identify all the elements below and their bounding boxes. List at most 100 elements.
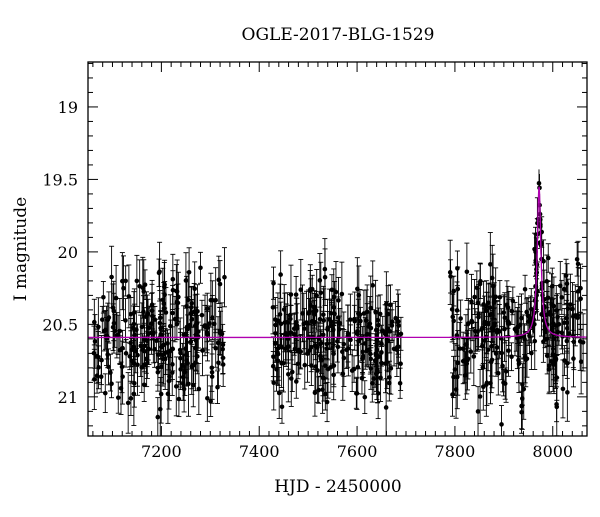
data-point — [123, 318, 128, 323]
data-point — [196, 386, 202, 392]
data-point — [99, 317, 105, 322]
data-point — [110, 305, 116, 310]
data-point — [455, 360, 461, 366]
data-point — [360, 349, 365, 355]
data-point — [489, 357, 495, 363]
data-point — [360, 353, 366, 359]
data-point — [113, 295, 119, 301]
data-point — [559, 330, 565, 335]
data-point — [184, 303, 189, 309]
data-point — [561, 286, 567, 292]
data-point — [564, 338, 570, 344]
data-point — [363, 318, 369, 323]
y-tick-label: 21 — [58, 388, 78, 407]
y-tick-label: 19 — [58, 98, 78, 117]
data-point — [278, 272, 283, 277]
data-point — [276, 390, 282, 396]
data-point — [465, 357, 470, 363]
data-point — [155, 414, 161, 420]
data-point — [117, 328, 123, 334]
data-point — [199, 312, 205, 318]
data-point — [302, 362, 308, 368]
data-point — [275, 351, 281, 357]
data-point — [564, 325, 570, 331]
data-point — [211, 321, 217, 327]
data-point — [341, 341, 347, 347]
data-point — [165, 391, 171, 397]
data-point — [389, 323, 395, 328]
data-point — [92, 319, 97, 325]
data-point — [368, 356, 374, 362]
y-axis-label: I magnitude — [11, 197, 31, 301]
data-point — [157, 406, 163, 412]
data-point — [220, 342, 226, 348]
data-point — [464, 269, 470, 275]
data-point — [480, 325, 485, 331]
data-point — [501, 380, 506, 385]
data-point — [333, 289, 339, 295]
data-point — [145, 331, 151, 337]
data-point — [102, 390, 108, 396]
x-tick-label: 7400 — [239, 442, 280, 461]
data-point — [128, 396, 134, 401]
data-point — [516, 361, 522, 367]
data-point — [166, 378, 172, 384]
data-point — [452, 367, 458, 372]
data-point — [447, 270, 453, 275]
data-point — [471, 354, 477, 359]
data-point — [457, 346, 463, 351]
data-point — [578, 285, 583, 291]
data-point — [123, 278, 128, 284]
data-point — [329, 287, 335, 293]
data-point — [289, 369, 295, 375]
data-point — [298, 287, 304, 293]
data-point — [131, 391, 137, 397]
data-point — [524, 356, 530, 361]
data-point — [371, 376, 377, 381]
data-point — [321, 312, 326, 317]
data-point — [388, 366, 394, 371]
data-point — [450, 392, 455, 397]
data-point — [176, 396, 182, 402]
data-point — [158, 344, 164, 350]
data-point — [318, 353, 323, 359]
data-point — [325, 327, 330, 332]
data-point — [454, 308, 460, 313]
y-tick-label: 19.5 — [42, 170, 78, 189]
data-point — [312, 390, 318, 396]
data-point — [344, 347, 350, 353]
data-point — [337, 320, 343, 326]
data-point — [222, 274, 227, 280]
data-point — [127, 354, 133, 359]
data-points — [91, 169, 586, 436]
data-point — [380, 328, 386, 334]
data-point — [377, 311, 383, 317]
data-point — [541, 339, 546, 344]
data-point — [140, 347, 145, 353]
data-point — [499, 350, 505, 356]
data-point — [161, 356, 166, 362]
data-point — [189, 364, 195, 369]
data-point — [270, 305, 276, 310]
data-point — [180, 362, 185, 368]
data-point — [314, 293, 320, 298]
data-point — [308, 344, 314, 350]
data-point — [293, 292, 299, 297]
data-point — [279, 404, 285, 410]
data-point — [505, 305, 511, 310]
data-point — [348, 317, 353, 322]
data-point — [293, 379, 299, 384]
data-point — [170, 310, 175, 316]
data-point — [561, 320, 567, 326]
data-point — [115, 395, 121, 400]
data-point — [397, 380, 403, 386]
data-point — [492, 298, 497, 304]
data-point — [202, 324, 208, 330]
data-point — [108, 370, 113, 375]
data-point — [161, 306, 167, 311]
data-point — [132, 380, 137, 386]
data-point — [170, 276, 176, 282]
data-point — [358, 318, 363, 324]
data-point — [105, 317, 111, 323]
data-point — [351, 366, 357, 372]
